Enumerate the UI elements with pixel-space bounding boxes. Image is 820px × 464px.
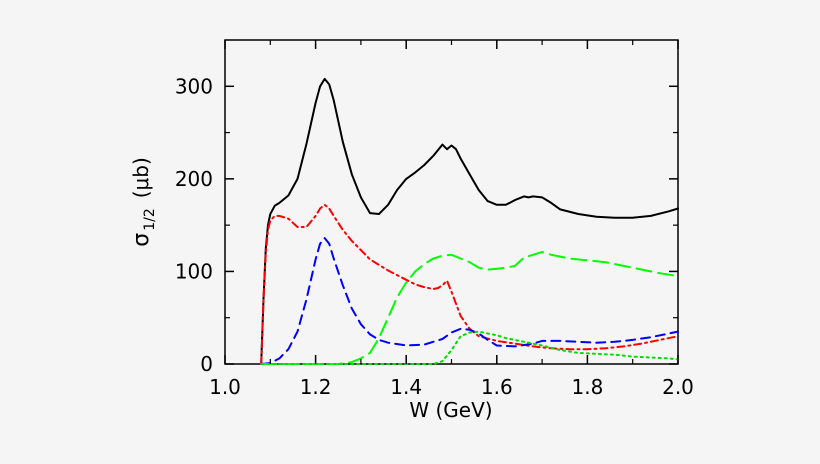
- series-layer: [260, 77, 679, 365]
- x-axis-title: W (GeV): [409, 398, 492, 422]
- x-tick-label: 2.0: [662, 375, 694, 399]
- y-axis-symbol: σ: [129, 233, 154, 247]
- y-axis-subscript: 1/2: [142, 208, 158, 231]
- series-line-green-dotted: [260, 330, 679, 365]
- x-tick-label: 1.4: [390, 375, 422, 399]
- x-tick-label: 1.6: [481, 375, 513, 399]
- series-line-total: [260, 77, 679, 365]
- y-axis-unit: (μb): [129, 157, 153, 198]
- series-line-red-dash-dot: [260, 203, 679, 365]
- svg-text:σ1/2(μb): σ 1/2 (μb): [129, 157, 158, 247]
- plot-frame: [224, 39, 679, 365]
- series-line-blue-dashed: [260, 237, 679, 365]
- y-tick-label: 300: [175, 74, 213, 98]
- x-tick-label: 1.8: [571, 375, 603, 399]
- y-tick-label: 100: [175, 259, 213, 283]
- x-tick-label: 1.2: [300, 375, 332, 399]
- ticks-layer: 1.0 1.2 1.4 1.6 1.8 2.0 0 100 200 300: [175, 40, 694, 399]
- series-line-green-long-dashed: [260, 251, 679, 365]
- x-tick-label: 1.0: [209, 375, 241, 399]
- y-tick-label: 200: [175, 167, 213, 191]
- y-axis-title: σ 1/2 (μb): [129, 157, 158, 247]
- y-tick-label: 0: [200, 352, 213, 376]
